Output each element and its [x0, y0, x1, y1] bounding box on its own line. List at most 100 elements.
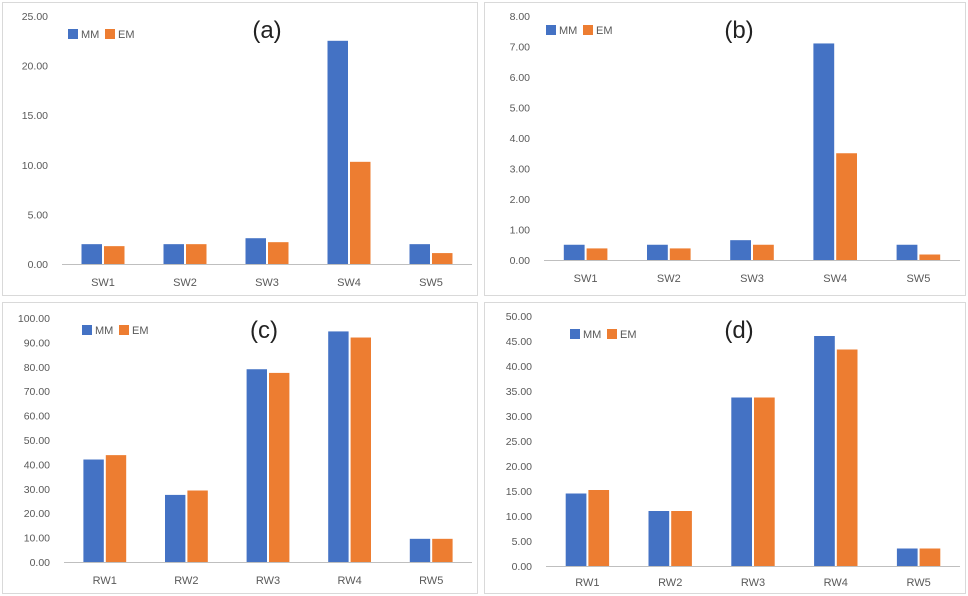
- bar-em-sw3: [753, 244, 774, 260]
- y-tick-label: 20.00: [24, 508, 50, 520]
- bar-mm-sw4: [813, 43, 835, 261]
- y-tick-label: 40.00: [506, 361, 532, 373]
- x-category-label: SW4: [823, 273, 847, 285]
- x-category-label: RW5: [906, 577, 930, 589]
- bar-mm-rw4: [814, 336, 835, 566]
- bar-mm-rw5: [896, 548, 918, 566]
- y-tick-label: 45.00: [506, 336, 532, 348]
- bar-mm-sw3: [730, 240, 751, 260]
- legend-label-em: EM: [132, 325, 149, 337]
- y-tick-label: 50.00: [506, 311, 532, 323]
- y-tick-label: 10.00: [22, 160, 48, 172]
- chart-panel-b: 0.00 1.00 2.00 3.00 4.00 5.00 6.00 7.00 8.00 SW1 S…: [484, 2, 966, 296]
- bar-mm-rw3: [246, 369, 267, 562]
- y-tick-label: 80.00: [24, 362, 50, 374]
- x-category-label: SW5: [419, 277, 443, 289]
- x-category-label: SW2: [657, 273, 681, 285]
- bar-mm-sw2: [647, 244, 668, 260]
- x-category-label: SW2: [173, 277, 197, 289]
- legend-label-em: EM: [620, 329, 637, 341]
- legend-swatch-em: [119, 325, 129, 335]
- bar-mm-sw2: [163, 244, 184, 264]
- chart-frame: [484, 2, 966, 296]
- bar-mm-rw4: [328, 331, 349, 562]
- bar-em-rw3: [269, 372, 290, 562]
- x-category-label: RW3: [256, 575, 280, 587]
- bar-em-sw1: [586, 248, 608, 260]
- x-category-label: SW5: [906, 273, 930, 285]
- bar-mm-rw1: [83, 459, 104, 562]
- legend-swatch-mm: [570, 329, 580, 339]
- legend-swatch-em: [583, 25, 593, 35]
- bar-mm-sw3: [245, 238, 266, 264]
- y-tick-label: 70.00: [24, 386, 50, 398]
- y-tick-label: 4.00: [510, 133, 531, 145]
- legend-swatch-em: [607, 329, 617, 339]
- bar-mm-sw5: [409, 244, 430, 264]
- bar-em-rw5: [919, 548, 941, 566]
- bar-em-sw2: [669, 248, 691, 260]
- legend-label-mm: MM: [95, 325, 113, 337]
- y-tick-label: 60.00: [24, 411, 50, 423]
- x-category-label: SW1: [91, 277, 115, 289]
- y-tick-label: 2.00: [510, 194, 531, 206]
- y-tick-label: 30.00: [506, 411, 532, 423]
- bar-em-rw4: [350, 337, 371, 562]
- legend-swatch-mm: [82, 325, 92, 335]
- y-tick-label: 35.00: [506, 386, 532, 398]
- chart-frame: [2, 2, 478, 296]
- legend-swatch-mm: [546, 25, 556, 35]
- y-tick-label: 10.00: [24, 533, 50, 545]
- y-tick-label: 1.00: [510, 225, 531, 237]
- x-category-label: RW4: [824, 577, 848, 589]
- legend-swatch-mm: [68, 29, 78, 39]
- y-tick-label: 10.00: [506, 511, 532, 523]
- bar-em-rw4: [836, 349, 858, 566]
- y-tick-label: 7.00: [510, 42, 531, 54]
- y-tick-label: 5.00: [512, 536, 533, 548]
- legend-label-em: EM: [596, 25, 613, 37]
- x-category-label: RW2: [174, 575, 198, 587]
- x-category-label: RW3: [741, 577, 765, 589]
- bar-em-rw1: [105, 455, 127, 562]
- bar-em-sw3: [268, 242, 289, 264]
- x-category-label: RW1: [575, 577, 599, 589]
- bar-em-sw1: [104, 246, 125, 264]
- legend-label-em: EM: [118, 29, 135, 41]
- y-tick-label: 20.00: [506, 461, 532, 473]
- y-tick-label: 30.00: [24, 484, 50, 496]
- x-category-label: SW4: [337, 277, 361, 289]
- y-tick-label: 50.00: [24, 435, 50, 447]
- y-tick-label: 100.00: [18, 313, 50, 325]
- bar-em-rw1: [588, 490, 610, 566]
- chart-panel-d: 0.00 5.00 10.00 15.00 20.00 25.00 30.00 35.00 40…: [484, 302, 966, 594]
- bar-em-sw4: [836, 153, 857, 260]
- y-tick-label: 8.00: [510, 11, 531, 23]
- bar-em-rw3: [754, 397, 775, 566]
- bar-mm-sw1: [81, 244, 102, 264]
- panel-label: (d): [724, 317, 753, 344]
- bar-mm-rw2: [648, 511, 670, 566]
- chart-panel-a: 0.00 5.00 10.00 15.00 20.00 25.00 SW1 SW2 SW3 SW4…: [2, 2, 478, 296]
- y-tick-label: 20.00: [22, 61, 48, 73]
- bar-em-sw2: [186, 244, 207, 264]
- bar-em-sw4: [350, 161, 371, 264]
- bar-mm-sw5: [896, 244, 918, 260]
- panel-label: (c): [250, 317, 278, 344]
- bar-em-sw5: [432, 253, 453, 264]
- y-tick-label: 0.00: [510, 255, 531, 267]
- y-tick-label: 15.00: [22, 110, 48, 122]
- bar-mm-rw5: [409, 538, 431, 562]
- y-tick-label: 25.00: [506, 436, 532, 448]
- x-category-label: SW3: [255, 277, 279, 289]
- bar-mm-rw3: [731, 397, 752, 566]
- bar-mm-rw1: [565, 493, 587, 566]
- chart-frame: [2, 302, 478, 594]
- y-tick-label: 40.00: [24, 459, 50, 471]
- legend-label-mm: MM: [583, 329, 601, 341]
- legend-swatch-em: [105, 29, 115, 39]
- y-tick-label: 5.00: [510, 103, 531, 115]
- y-tick-label: 0.00: [512, 561, 533, 573]
- y-tick-label: 0.00: [28, 259, 49, 271]
